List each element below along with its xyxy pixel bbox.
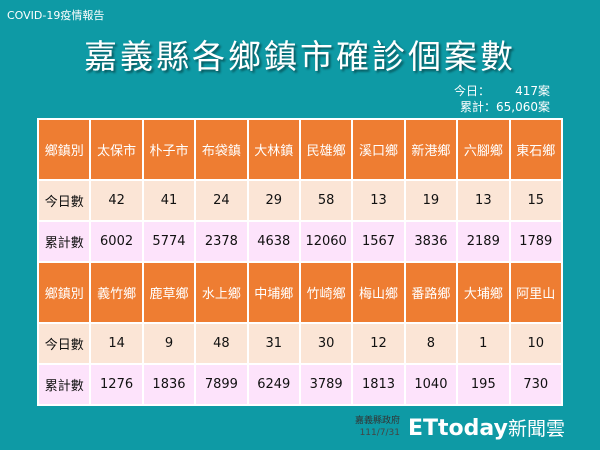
table-cell: 水上鄉 — [194, 261, 249, 324]
table-cell: 阿里山 — [508, 261, 564, 324]
table-cell: 29 — [246, 179, 301, 222]
table-cell: 東石鄉 — [508, 118, 564, 181]
table-cell: 9 — [141, 322, 197, 365]
table-cell: 30 — [298, 322, 354, 365]
table-cell: 大埔鄉 — [456, 261, 511, 324]
table-cell: 番路鄉 — [403, 261, 459, 324]
table-cell: 13 — [456, 179, 511, 222]
table-cell: 中埔鄉 — [246, 261, 301, 324]
cases-table: 鄉鎮別 太保市 朴子市 布袋鎮 大林鎮 民雄鄉 溪口鄉 新港鄉 六腳鄉 東石鄉 今日數 42 41 24 2… — [36, 118, 564, 406]
row-label: 累計數 — [36, 363, 92, 406]
table-cell: 42 — [89, 179, 144, 222]
table-cell: 1813 — [351, 363, 406, 406]
table-cell: 14 — [89, 322, 144, 365]
table-cell: 12 — [351, 322, 406, 365]
table-cell: 3836 — [403, 220, 459, 263]
table-cell: 3789 — [298, 363, 354, 406]
table-cell: 布袋鎮 — [194, 118, 249, 181]
table-cell: 太保市 — [89, 118, 144, 181]
table-cell: 31 — [246, 322, 301, 365]
table-cell: 1789 — [508, 220, 564, 263]
today-row: 今日數 42 41 24 29 58 13 19 13 15 — [36, 179, 564, 222]
today-row: 今日數 14 9 48 31 30 12 8 1 10 — [36, 322, 564, 365]
table-cell: 梅山鄉 — [351, 261, 406, 324]
table-cell: 1836 — [141, 363, 197, 406]
table-cell: 24 — [194, 179, 249, 222]
row-label: 鄉鎮別 — [36, 118, 92, 181]
today-label: 今日： — [453, 84, 490, 98]
total-label: 累計： — [459, 100, 496, 114]
case-summary: 今日： 417案 累計：65,060案 — [454, 83, 550, 115]
table-cell: 19 — [403, 179, 459, 222]
row-label: 今日數 — [36, 179, 92, 222]
table-cell: 195 — [456, 363, 511, 406]
header-row: 鄉鎮別 太保市 朴子市 布袋鎮 大林鎮 民雄鄉 溪口鄉 新港鄉 六腳鄉 東石鄉 — [36, 118, 564, 181]
table-cell: 1567 — [351, 220, 406, 263]
table-cell: 義竹鄉 — [89, 261, 144, 324]
table-cell: 10 — [508, 322, 564, 365]
table-cell: 12060 — [298, 220, 354, 263]
date-label: 111/7/31 — [359, 428, 400, 438]
logo-text-cn: 新聞雲 — [507, 418, 565, 440]
logo-text: ETtoday — [408, 416, 508, 441]
table-cell: 鹿草鄉 — [141, 261, 197, 324]
today-value: 417案 — [515, 84, 550, 98]
table-cell: 13 — [351, 179, 406, 222]
report-subtitle: COVID-19疫情報告 — [7, 9, 105, 22]
table-cell: 1040 — [403, 363, 459, 406]
table-cell: 8 — [403, 322, 459, 365]
row-label: 累計數 — [36, 220, 92, 263]
total-value: 65,060案 — [496, 100, 550, 114]
table-cell: 6002 — [89, 220, 144, 263]
header-row: 鄉鎮別 義竹鄉 鹿草鄉 水上鄉 中埔鄉 竹崎鄉 梅山鄉 番路鄉 大埔鄉 阿里山 — [36, 261, 564, 324]
table-cell: 六腳鄉 — [456, 118, 511, 181]
source-label: 嘉義縣政府 — [354, 416, 400, 426]
table-cell: 6249 — [246, 363, 301, 406]
table-cell: 5774 — [141, 220, 197, 263]
table-cell: 2378 — [194, 220, 249, 263]
table-cell: 1276 — [89, 363, 144, 406]
row-label: 今日數 — [36, 322, 92, 365]
table-cell: 41 — [141, 179, 197, 222]
table-cell: 2189 — [456, 220, 511, 263]
table-cell: 朴子市 — [141, 118, 197, 181]
table-cell: 4638 — [246, 220, 301, 263]
table-cell: 溪口鄉 — [351, 118, 406, 181]
credit: 嘉義縣政府 111/7/31 — [320, 415, 400, 439]
page-title: 嘉義縣各鄉鎮市確診個案數 — [84, 37, 516, 76]
table-cell: 民雄鄉 — [298, 118, 354, 181]
cumulative-row: 累計數 6002 5774 2378 4638 12060 1567 3836 2189 1789 — [36, 220, 564, 263]
cumulative-row: 累計數 1276 1836 7899 6249 3789 1813 1040 195 730 — [36, 363, 564, 406]
table-cell: 1 — [456, 322, 511, 365]
table-cell: 大林鎮 — [246, 118, 301, 181]
table-cell: 7899 — [194, 363, 249, 406]
table-cell: 730 — [508, 363, 564, 406]
ettoday-logo: ETtoday新聞雲 — [408, 414, 565, 441]
row-label: 鄉鎮別 — [36, 261, 92, 324]
table-cell: 15 — [508, 179, 564, 222]
table-cell: 竹崎鄉 — [298, 261, 354, 324]
table-cell: 58 — [298, 179, 354, 222]
table-cell: 新港鄉 — [403, 118, 459, 181]
table-cell: 48 — [194, 322, 249, 365]
